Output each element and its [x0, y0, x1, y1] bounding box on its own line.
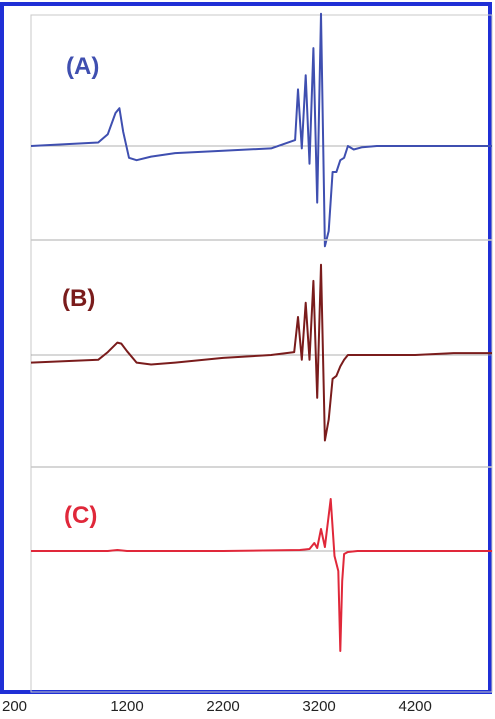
spectrum-panel-3: (C) [31, 498, 492, 652]
panel-label: (C) [64, 502, 97, 529]
x-tick-label: 2200 [206, 698, 239, 715]
x-axis-tick-labels: 200 1200 2200 3200 4200 [2, 698, 432, 715]
spectrum-panel-2: (B) [30, 263, 492, 442]
spectrum-series-line [30, 263, 492, 442]
spectrum-series-line [30, 12, 492, 248]
x-tick-label: 3200 [302, 698, 335, 715]
spectrum-series-line [31, 498, 492, 652]
panel-dividers [31, 239, 492, 468]
outer-border [0, 2, 492, 694]
x-tick-label: 1200 [110, 698, 143, 715]
panel-label: (A) [66, 53, 99, 80]
x-tick-label: 4200 [399, 698, 432, 715]
panels-group: (A) (B) (C) [30, 12, 492, 652]
x-tick-label: 200 [2, 698, 27, 715]
panel-label: (B) [62, 285, 95, 312]
spectrum-panel-1: (A) [30, 12, 492, 248]
